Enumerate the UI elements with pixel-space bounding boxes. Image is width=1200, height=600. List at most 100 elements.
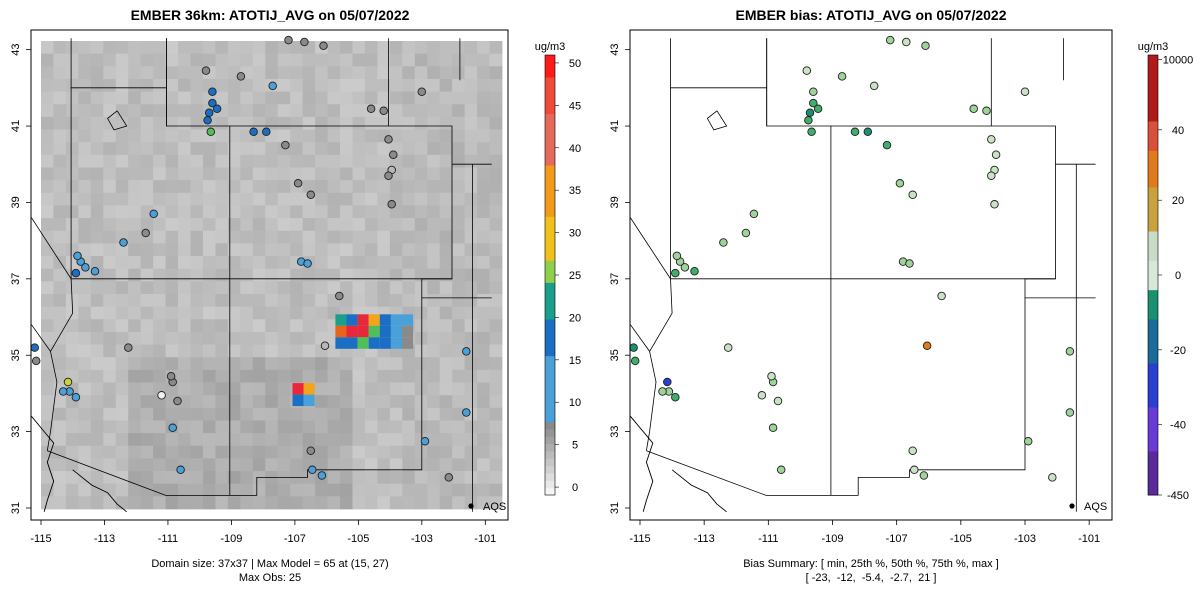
observation-marker — [837, 72, 847, 81]
grid-cell — [140, 180, 154, 194]
grid-cell — [452, 104, 466, 118]
colorbar-swatch — [1148, 311, 1158, 320]
grid-cell — [439, 192, 453, 206]
grid-cell — [402, 230, 416, 244]
grid-cell — [414, 129, 428, 143]
grid-cell — [364, 218, 378, 232]
grid-cell — [452, 281, 466, 295]
grid-cell — [65, 142, 79, 156]
grid-cell — [377, 395, 391, 409]
hotspot-cell — [402, 337, 414, 349]
grid-cell — [464, 331, 478, 345]
grid-cell — [78, 230, 92, 244]
grid-cell — [340, 369, 353, 383]
grid-cell — [315, 78, 328, 92]
observation-marker — [804, 116, 813, 125]
grid-cell — [153, 369, 166, 383]
grid-cell — [414, 395, 428, 409]
grid-cell — [265, 369, 279, 383]
grid-cell — [364, 369, 378, 383]
colorbar-swatch — [1148, 165, 1158, 173]
grid-cell — [364, 66, 378, 80]
grid-cell — [302, 331, 316, 345]
grid-cell — [290, 154, 304, 168]
grid-cell — [128, 331, 142, 345]
grid-cell — [452, 167, 466, 181]
grid-cell — [165, 192, 179, 206]
lake-outline — [107, 110, 128, 131]
grid-cell — [427, 154, 441, 168]
grid-cell — [439, 445, 453, 459]
grid-cell — [128, 180, 142, 194]
grid-cell — [377, 78, 391, 92]
grid-cell — [202, 445, 216, 459]
grid-cell — [78, 471, 92, 485]
grid-cell — [140, 104, 154, 118]
grid-cell — [190, 256, 204, 270]
grid-cell — [489, 53, 503, 67]
grid-cell — [402, 471, 416, 485]
grid-cell — [439, 344, 453, 358]
grid-cell — [252, 445, 266, 459]
grid-cell — [277, 458, 291, 472]
grid-cell — [252, 230, 266, 244]
grid-cell — [41, 91, 54, 105]
grid-cell — [78, 369, 92, 383]
grid-cell — [128, 78, 142, 92]
observation-marker — [141, 228, 150, 238]
grid-cell — [352, 167, 366, 181]
grid-cell — [215, 483, 229, 497]
grid-cell — [90, 420, 104, 434]
grid-cell — [227, 53, 241, 67]
grid-cell — [464, 281, 478, 295]
grid-cell — [340, 433, 353, 447]
hotspot-cell — [292, 394, 304, 407]
colorbar-swatch — [1148, 355, 1158, 364]
grid-cell — [402, 256, 416, 270]
grid-cell — [128, 66, 142, 80]
colorbar-swatch — [545, 157, 555, 166]
grid-cell — [128, 192, 142, 206]
grid-cell — [202, 458, 216, 472]
grid-cell — [41, 192, 54, 206]
grid-cell — [389, 420, 403, 434]
grid-cell — [240, 281, 254, 295]
grid-cell — [78, 53, 92, 67]
grid-cell — [402, 243, 416, 257]
grid-cell — [240, 180, 254, 194]
grid-cell — [227, 91, 241, 105]
colorbar-swatch — [545, 238, 555, 247]
colorbar-swatch — [545, 253, 555, 261]
grid-cell — [352, 129, 366, 143]
colorbar-swatch — [545, 165, 555, 173]
grid-cell — [414, 496, 428, 510]
grid-cell — [215, 256, 229, 270]
colorbar-swatch — [1148, 399, 1158, 408]
grid-cell — [53, 192, 67, 206]
grid-cell — [327, 41, 341, 55]
colorbar-tick-label: 30 — [569, 228, 581, 240]
grid-cell — [65, 154, 79, 168]
observation-marker — [168, 423, 177, 433]
grid-cell — [41, 407, 54, 421]
grid-cell — [202, 331, 216, 345]
colorbar-swatch — [1148, 458, 1158, 467]
grid-cell — [53, 319, 67, 333]
colorbar-swatch — [1148, 348, 1158, 357]
grid-cell — [377, 243, 391, 257]
grid-cell — [165, 471, 179, 485]
grid-cell — [252, 369, 266, 383]
grid-cell — [78, 331, 92, 345]
grid-cell — [352, 192, 366, 206]
grid-cell — [90, 319, 104, 333]
grid-cell — [340, 357, 353, 371]
grid-cell — [240, 331, 254, 345]
grid-cell — [165, 382, 179, 396]
observation-marker — [58, 387, 68, 396]
grid-cell — [65, 129, 79, 143]
grid-cell — [202, 344, 216, 358]
x-tick-label: -113 — [694, 533, 715, 545]
grid-cell — [140, 53, 154, 67]
x-tick-label: -109 — [220, 533, 242, 545]
colorbar-swatch — [545, 55, 555, 63]
